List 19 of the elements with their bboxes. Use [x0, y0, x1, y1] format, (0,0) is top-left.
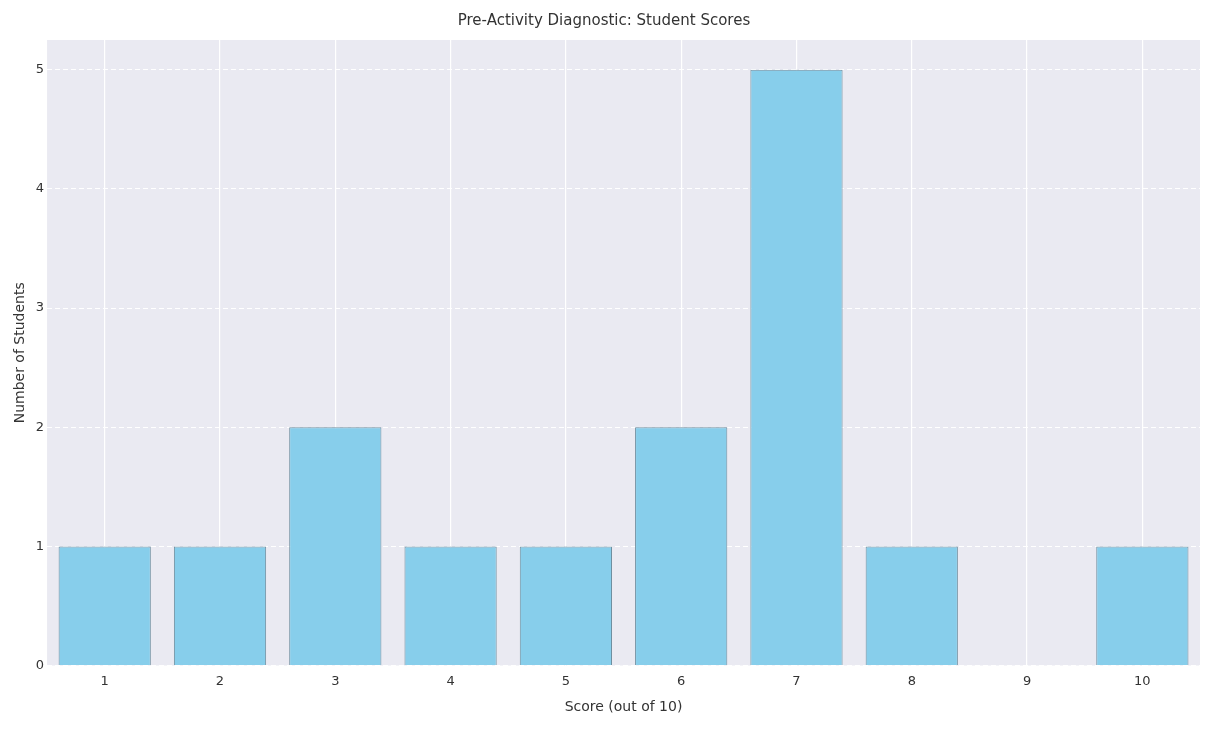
x-tick-label: 9: [1022, 672, 1032, 688]
x-tick-label: 1: [100, 672, 109, 688]
y-axis-title: Number of Students: [11, 282, 28, 424]
x-tick-label: 2: [215, 672, 225, 688]
x-tick-label: 3: [331, 672, 340, 688]
x-tick-label: 7: [792, 672, 801, 688]
y-tick-label: 4: [35, 180, 45, 196]
y-tick-label: 2: [35, 418, 45, 434]
y-tick-label: 0: [35, 656, 45, 672]
x-tick-label: 4: [446, 672, 455, 688]
x-axis-title: Score (out of 10): [564, 698, 683, 715]
chart-title: Pre-Activity Diagnostic: Student Scores: [457, 10, 751, 29]
y-tick-label: 5: [35, 61, 45, 77]
x-tick-label: 5: [561, 672, 571, 688]
x-tick-label: 10: [1134, 672, 1151, 688]
x-tick-label: 8: [907, 672, 916, 688]
y-tick-label: 3: [35, 299, 45, 315]
x-tick-label: 6: [677, 672, 686, 688]
y-tick-label: 1: [35, 537, 45, 553]
